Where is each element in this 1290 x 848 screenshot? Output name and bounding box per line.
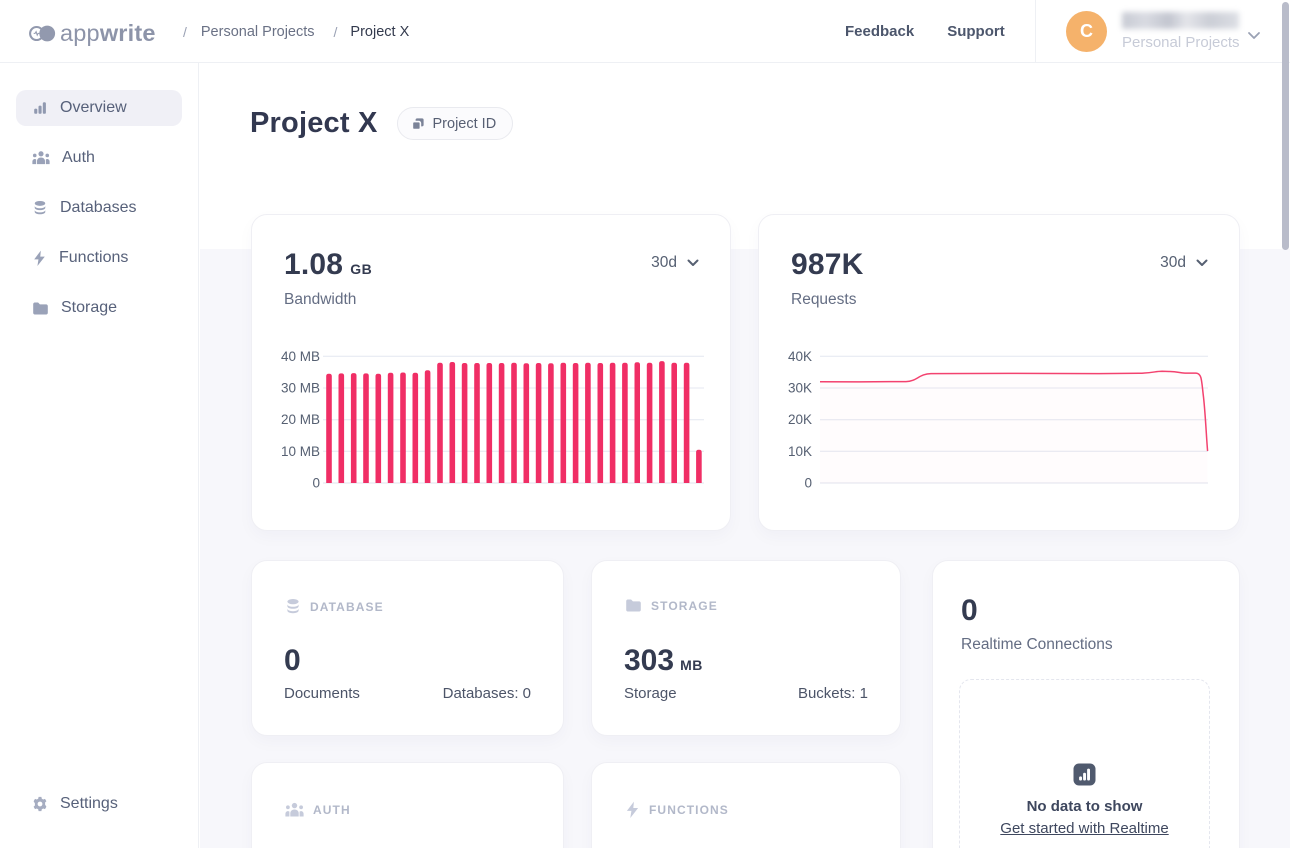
svg-text:10K: 10K bbox=[788, 444, 812, 459]
svg-text:40K: 40K bbox=[788, 349, 812, 364]
svg-text:0: 0 bbox=[312, 476, 320, 491]
svg-text:10 MB: 10 MB bbox=[281, 444, 320, 459]
svg-text:0: 0 bbox=[804, 476, 812, 491]
svg-text:30K: 30K bbox=[788, 381, 812, 396]
svg-text:30 MB: 30 MB bbox=[281, 381, 320, 396]
svg-text:40 MB: 40 MB bbox=[281, 349, 320, 364]
svg-text:20 MB: 20 MB bbox=[281, 412, 320, 427]
svg-text:20K: 20K bbox=[788, 412, 812, 427]
